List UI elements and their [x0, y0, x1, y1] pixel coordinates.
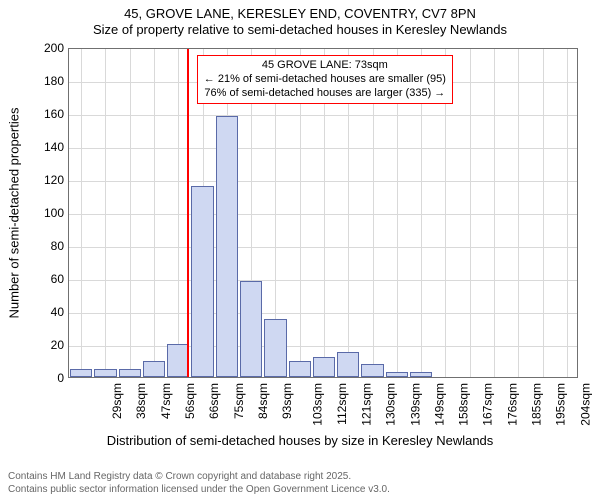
x-tick-label: 176sqm	[505, 383, 519, 426]
gridline-h	[69, 280, 577, 281]
histogram-bar	[289, 361, 311, 378]
gridline-v	[105, 49, 106, 377]
histogram-bar	[410, 372, 432, 377]
histogram-bar	[386, 372, 408, 377]
histogram-bar	[313, 357, 335, 377]
footer-line-1: Contains HM Land Registry data © Crown c…	[8, 471, 390, 484]
x-tick-label: 56sqm	[183, 383, 197, 419]
y-tick-label: 180	[0, 74, 64, 88]
annotation-line-1: 45 GROVE LANE: 73sqm	[204, 59, 446, 73]
histogram-bar	[119, 369, 141, 377]
y-tick-label: 120	[0, 173, 64, 187]
x-tick-label: 149sqm	[433, 383, 447, 426]
y-tick-label: 0	[0, 371, 64, 385]
annotation-line-2: ← 21% of semi-detached houses are smalle…	[204, 73, 446, 87]
annotation-line-3: 76% of semi-detached houses are larger (…	[204, 87, 446, 101]
gridline-h	[69, 247, 577, 248]
y-tick-label: 40	[0, 305, 64, 319]
gridline-h	[69, 214, 577, 215]
title-line-2: Size of property relative to semi-detach…	[0, 22, 600, 38]
histogram-bar	[264, 319, 286, 377]
histogram-bar	[70, 369, 92, 377]
x-tick-label: 84sqm	[256, 383, 270, 419]
plot-region: 45 GROVE LANE: 73sqm ← 21% of semi-detac…	[68, 48, 578, 378]
x-tick-label: 130sqm	[384, 383, 398, 426]
y-tick-label: 140	[0, 140, 64, 154]
y-tick-label: 100	[0, 206, 64, 220]
title-line-1: 45, GROVE LANE, KERESLEY END, COVENTRY, …	[0, 6, 600, 22]
histogram-bar	[216, 116, 238, 377]
x-axis-label: Distribution of semi-detached houses by …	[0, 433, 600, 448]
histogram-bar	[143, 361, 165, 378]
gridline-h	[69, 181, 577, 182]
x-tick-label: 38sqm	[134, 383, 148, 419]
x-tick-label: 158sqm	[457, 383, 471, 426]
x-tick-label: 112sqm	[335, 383, 349, 425]
annotation-box: 45 GROVE LANE: 73sqm ← 21% of semi-detac…	[197, 55, 453, 104]
gridline-v	[543, 49, 544, 377]
x-tick-label: 121sqm	[360, 383, 374, 426]
x-tick-label: 75sqm	[232, 383, 246, 419]
gridline-h	[69, 115, 577, 116]
histogram-bar	[240, 281, 262, 377]
y-tick-label: 200	[0, 41, 64, 55]
footer-line-2: Contains public sector information licen…	[8, 484, 390, 497]
x-tick-label: 139sqm	[408, 383, 422, 426]
x-tick-label: 47sqm	[159, 383, 173, 419]
x-tick-label: 167sqm	[481, 383, 495, 426]
gridline-v	[470, 49, 471, 377]
gridline-v	[81, 49, 82, 377]
y-tick-label: 160	[0, 107, 64, 121]
gridline-h	[69, 346, 577, 347]
histogram-bar	[337, 352, 359, 377]
histogram-bar	[94, 369, 116, 377]
gridline-h	[69, 313, 577, 314]
gridline-v	[518, 49, 519, 377]
x-tick-label: 93sqm	[280, 383, 294, 419]
gridline-v	[567, 49, 568, 377]
gridline-v	[154, 49, 155, 377]
y-tick-label: 20	[0, 338, 64, 352]
x-tick-label: 66sqm	[207, 383, 221, 419]
x-tick-label: 195sqm	[554, 383, 568, 426]
x-tick-label: 185sqm	[530, 383, 544, 426]
y-tick-label: 60	[0, 272, 64, 286]
x-tick-label: 204sqm	[578, 383, 592, 426]
chart-title: 45, GROVE LANE, KERESLEY END, COVENTRY, …	[0, 0, 600, 39]
x-tick-label: 29sqm	[110, 383, 124, 419]
histogram-bar	[191, 186, 213, 377]
reference-marker-line	[187, 49, 189, 377]
x-tick-label: 103sqm	[311, 383, 325, 426]
gridline-v	[130, 49, 131, 377]
chart-area: Number of semi-detached properties 45 GR…	[0, 38, 600, 453]
y-tick-label: 80	[0, 239, 64, 253]
histogram-bar	[361, 364, 383, 377]
gridline-v	[494, 49, 495, 377]
gridline-v	[178, 49, 179, 377]
gridline-h	[69, 148, 577, 149]
footer-attribution: Contains HM Land Registry data © Crown c…	[8, 471, 390, 496]
